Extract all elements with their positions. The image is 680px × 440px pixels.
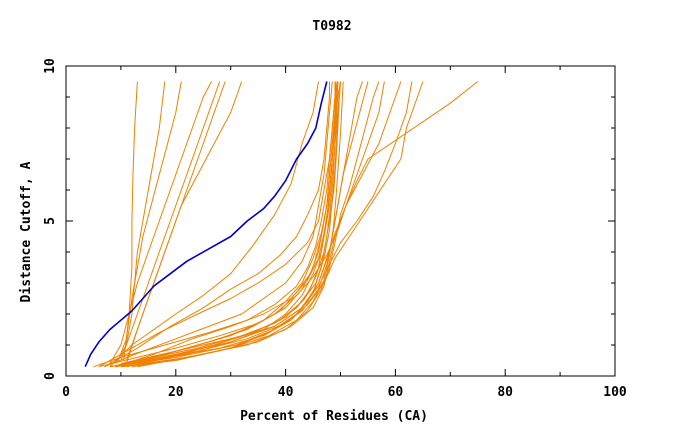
series-line [115,81,341,368]
series-line [120,81,339,368]
series-line [142,81,339,361]
series-line [137,81,344,368]
x-tick-label: 20 [168,385,184,400]
series-line [126,81,341,368]
series-line [120,81,339,365]
series-line [104,81,333,368]
x-tick-label: 80 [497,385,513,400]
x-axis-label: Percent of Residues (CA) [240,409,428,424]
series-line [115,81,369,368]
y-axis-label: Distance Cutoff, A [19,161,34,302]
y-tick-label: 10 [43,58,58,74]
x-tick-label: 60 [388,385,404,400]
series-line [120,81,221,361]
plot-frame [65,65,616,377]
series-line [114,81,166,364]
x-tick-label: 100 [603,385,627,400]
y-tick-label: 0 [43,372,58,380]
x-tick-label: 0 [62,385,70,400]
highlight-series-line [84,81,328,368]
series-line [125,81,243,364]
series-line [120,81,413,365]
series-line [115,81,337,368]
series-line [109,81,212,364]
series-line [109,81,319,368]
series-line [115,81,479,368]
series-line [109,81,341,368]
y-tick-label: 5 [43,217,58,225]
series-line [117,81,182,361]
x-tick-label: 40 [278,385,294,400]
chart-title: T0982 [312,19,351,34]
series-line [131,81,385,368]
series-line [109,81,402,368]
series-line [104,81,330,368]
axis-tick-labels: 0 20 40 60 80 100 0 5 10 [43,58,627,400]
highlight-series [84,81,328,368]
series-lines [93,81,479,368]
